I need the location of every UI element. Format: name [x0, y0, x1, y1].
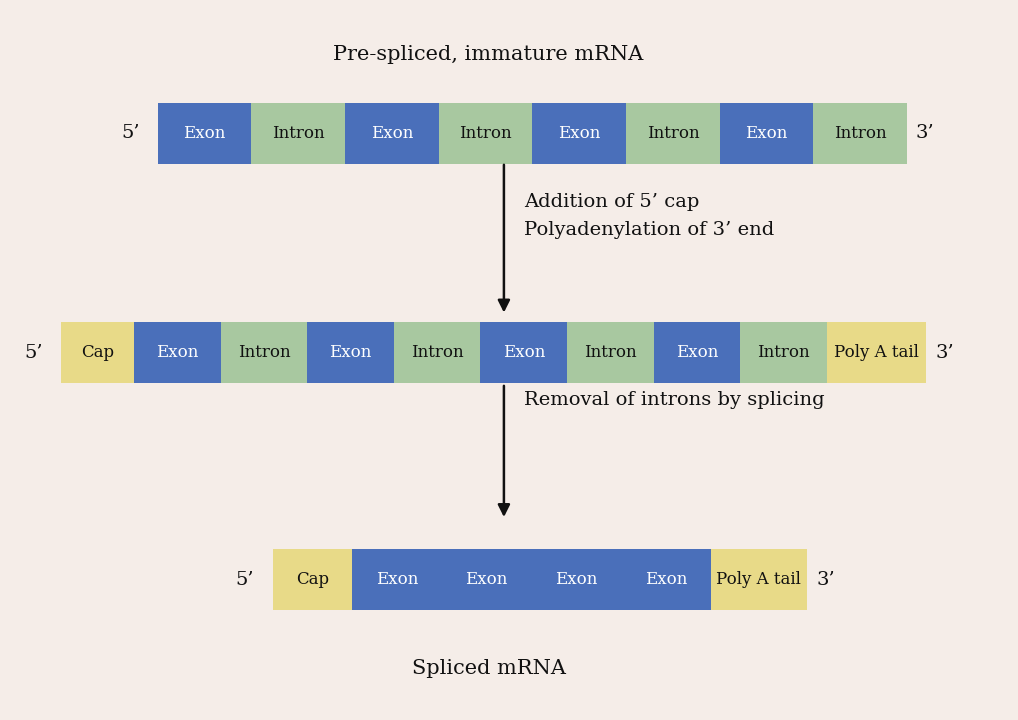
Text: Exon: Exon — [676, 344, 718, 361]
Bar — [480, 323, 567, 383]
Text: Exon: Exon — [330, 344, 372, 361]
Text: Intron: Intron — [411, 344, 463, 361]
Bar — [352, 549, 442, 611]
Text: Exon: Exon — [376, 571, 418, 588]
Bar — [61, 323, 134, 383]
Text: Intron: Intron — [757, 344, 809, 361]
Text: Polyadenylation of 3’ end: Polyadenylation of 3’ end — [524, 222, 775, 239]
Text: 3’: 3’ — [916, 124, 935, 143]
Bar — [626, 103, 720, 164]
Bar — [813, 103, 907, 164]
Bar — [307, 323, 394, 383]
Text: 5’: 5’ — [121, 124, 139, 143]
Bar — [394, 323, 480, 383]
Text: Cap: Cap — [81, 344, 114, 361]
Bar — [134, 323, 221, 383]
Text: Intron: Intron — [459, 125, 512, 142]
Text: Intron: Intron — [584, 344, 636, 361]
Bar — [221, 323, 307, 383]
Bar — [439, 103, 532, 164]
Text: Poly A tail: Poly A tail — [834, 344, 919, 361]
Text: Poly A tail: Poly A tail — [717, 571, 801, 588]
Bar — [273, 549, 352, 611]
Text: Exon: Exon — [157, 344, 199, 361]
Text: Exon: Exon — [558, 125, 601, 142]
Text: 5’: 5’ — [24, 344, 43, 361]
Bar — [621, 549, 711, 611]
Bar — [531, 549, 621, 611]
Text: 3’: 3’ — [936, 344, 954, 361]
Text: Exon: Exon — [371, 125, 413, 142]
Bar — [740, 323, 827, 383]
Text: 3’: 3’ — [816, 570, 835, 589]
Bar — [345, 103, 439, 164]
Bar — [532, 103, 626, 164]
Text: Addition of 5’ cap: Addition of 5’ cap — [524, 192, 699, 210]
Text: Exon: Exon — [644, 571, 687, 588]
Text: Intron: Intron — [834, 125, 887, 142]
Bar — [827, 323, 926, 383]
Text: Intron: Intron — [238, 344, 290, 361]
Bar — [251, 103, 345, 164]
Text: Exon: Exon — [745, 125, 788, 142]
Text: Exon: Exon — [183, 125, 226, 142]
Text: Exon: Exon — [503, 344, 545, 361]
Text: Cap: Cap — [296, 571, 329, 588]
Bar — [711, 549, 807, 611]
Bar — [654, 323, 740, 383]
Text: Spliced mRNA: Spliced mRNA — [411, 659, 566, 678]
Text: Intron: Intron — [272, 125, 325, 142]
Text: Pre-spliced, immature mRNA: Pre-spliced, immature mRNA — [334, 45, 643, 63]
Text: 5’: 5’ — [235, 570, 253, 589]
Text: Exon: Exon — [555, 571, 598, 588]
Text: Removal of introns by splicing: Removal of introns by splicing — [524, 390, 825, 409]
Bar — [720, 103, 813, 164]
Text: Exon: Exon — [465, 571, 508, 588]
Text: Intron: Intron — [646, 125, 699, 142]
Bar — [442, 549, 531, 611]
Bar — [158, 103, 251, 164]
Bar — [567, 323, 654, 383]
